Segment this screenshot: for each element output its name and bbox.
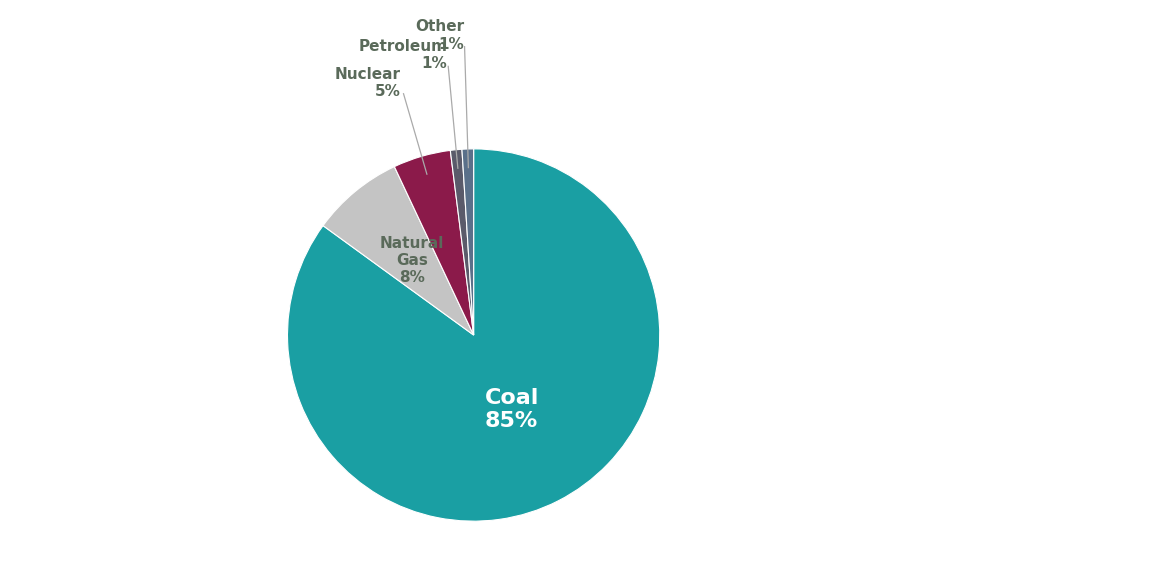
Wedge shape: [288, 149, 660, 521]
Text: Natural
Gas
8%: Natural Gas 8%: [380, 235, 445, 286]
Wedge shape: [394, 151, 473, 335]
Text: Petroleum
1%: Petroleum 1%: [358, 39, 447, 72]
Wedge shape: [450, 149, 473, 335]
Text: Nuclear
5%: Nuclear 5%: [334, 67, 401, 99]
Text: Other
1%: Other 1%: [415, 19, 464, 52]
Wedge shape: [462, 149, 473, 335]
Wedge shape: [323, 167, 473, 335]
Text: Coal
85%: Coal 85%: [485, 388, 539, 431]
